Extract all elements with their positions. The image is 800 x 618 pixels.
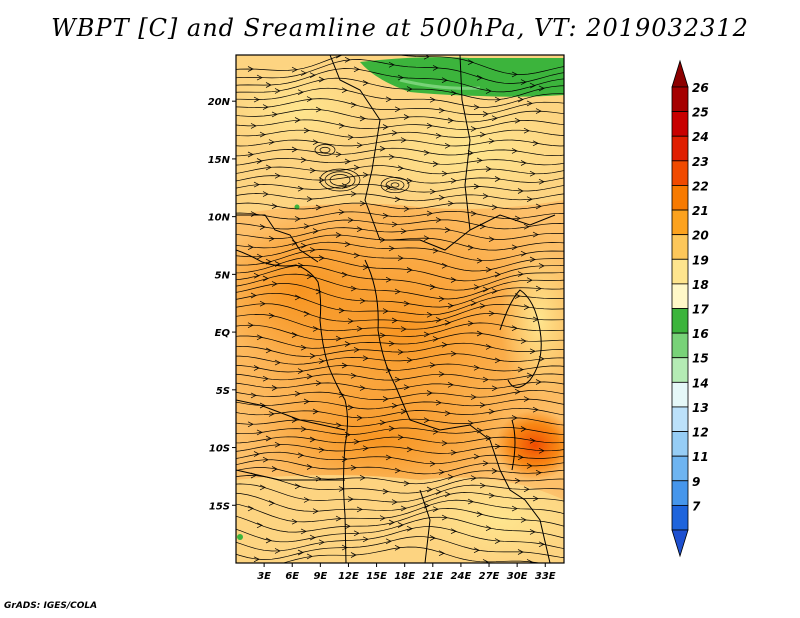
map-title: WBPT [C] and Sreamline at 500hPa, VT: 20… bbox=[51, 14, 749, 42]
colorbar-swatch bbox=[671, 480, 689, 506]
colorbar-swatch bbox=[671, 258, 689, 285]
colorbar-swatch bbox=[671, 86, 689, 113]
colorbar-label: 23 bbox=[692, 155, 709, 169]
x-tick-label: 15E bbox=[366, 571, 387, 582]
colorbar-label: 24 bbox=[692, 130, 709, 144]
colorbar-label: 21 bbox=[692, 204, 709, 218]
x-tick-label: 6E bbox=[285, 571, 299, 582]
colorbar-bottom-arrow bbox=[671, 529, 689, 558]
colorbar-swatch bbox=[671, 406, 689, 432]
x-tick-label: 27E bbox=[479, 571, 500, 582]
colorbar-label: 19 bbox=[692, 253, 709, 267]
colorbar-label: 11 bbox=[692, 450, 709, 464]
colorbar-label: 17 bbox=[692, 303, 709, 317]
colorbar-swatch bbox=[671, 431, 689, 457]
colorbar-label: 18 bbox=[692, 278, 709, 292]
colorbar-label: 9 bbox=[692, 475, 700, 489]
colorbar-swatch bbox=[671, 308, 689, 334]
y-tick-label: 5S bbox=[216, 386, 230, 397]
colorbar-label: 26 bbox=[692, 81, 709, 95]
colorbar-swatch bbox=[671, 111, 689, 137]
x-tick-label: 33E bbox=[535, 571, 556, 582]
country-borders bbox=[236, 55, 556, 563]
grads-credit: GrADS: IGES/COLA bbox=[4, 601, 98, 611]
colorbar-swatch bbox=[671, 135, 689, 162]
colorbar-swatch bbox=[671, 209, 689, 236]
y-tick-label: 20N bbox=[208, 97, 231, 108]
x-tick-label: 3E bbox=[257, 571, 271, 582]
colorbar-top-arrow bbox=[671, 59, 689, 88]
colorbar-label: 15 bbox=[692, 352, 709, 366]
y-tick-label: EQ bbox=[215, 328, 231, 339]
colorbar-swatch bbox=[671, 185, 689, 211]
colorbar: 26 25 24 23 22 21 20 19 18 17 16 15 14 13 12 11 9 7 bbox=[671, 59, 709, 558]
y-tick-label: 10N bbox=[208, 213, 231, 224]
colorbar-swatch bbox=[671, 357, 689, 383]
colorbar-label: 16 bbox=[692, 327, 709, 341]
map-frame bbox=[235, 54, 565, 564]
colorbar-swatch bbox=[671, 283, 689, 309]
colorbar-label: 22 bbox=[692, 179, 709, 193]
x-axis: 3E 6E 9E 12E 15E 18E 21E 24E 27E 30E 33E bbox=[257, 563, 556, 582]
x-tick-label: 30E bbox=[507, 571, 528, 582]
colorbar-swatch bbox=[671, 455, 689, 482]
x-tick-label: 21E bbox=[422, 571, 443, 582]
colorbar-label: 12 bbox=[692, 426, 709, 440]
x-tick-label: 24E bbox=[451, 571, 472, 582]
y-tick-label: 15N bbox=[208, 155, 231, 166]
y-axis: 20N 15N 10N 5N EQ 5S 10S 15S bbox=[208, 97, 236, 512]
colorbar-label: 14 bbox=[692, 376, 709, 390]
y-tick-label: 10S bbox=[209, 444, 230, 455]
x-tick-label: 12E bbox=[338, 571, 359, 582]
x-tick-label: 18E bbox=[394, 571, 415, 582]
y-tick-label: 5N bbox=[215, 270, 231, 281]
colorbar-swatch bbox=[671, 332, 689, 359]
streamlines bbox=[236, 55, 564, 563]
colorbar-label: 25 bbox=[692, 106, 709, 120]
colorbar-label: 13 bbox=[692, 401, 709, 415]
colorbar-swatch bbox=[671, 504, 689, 531]
x-tick-label: 9E bbox=[313, 571, 327, 582]
colorbar-label: 20 bbox=[692, 229, 709, 243]
colorbar-label: 7 bbox=[692, 499, 701, 513]
colorbar-swatch bbox=[671, 160, 689, 186]
colorbar-swatch bbox=[671, 234, 689, 260]
wbpt-field bbox=[236, 55, 564, 563]
y-tick-label: 15S bbox=[209, 501, 230, 512]
colorbar-swatch bbox=[671, 381, 689, 408]
